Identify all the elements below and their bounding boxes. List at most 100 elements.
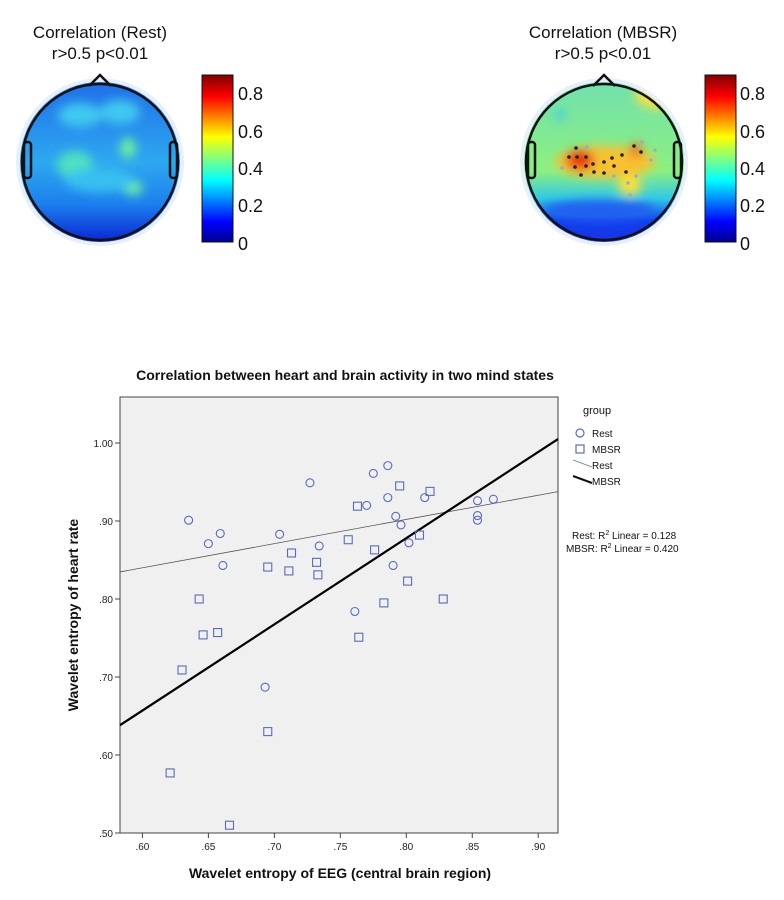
x-tick-label: .70 bbox=[267, 842, 281, 853]
point-mbsr bbox=[194, 594, 204, 604]
topomap-rest-title-text: Correlation (Rest) bbox=[32, 23, 168, 42]
y-tick-label: 1.00 bbox=[94, 439, 114, 450]
data-points bbox=[165, 461, 498, 830]
point-rest bbox=[215, 528, 225, 539]
point-mbsr bbox=[414, 530, 425, 540]
point-mbsr bbox=[395, 481, 405, 491]
y-tick-label: .60 bbox=[99, 751, 113, 762]
topomap-rest: 0.8 0.6 0.4 0.2 0 bbox=[16, 73, 263, 254]
legend-label: MBSR bbox=[592, 445, 621, 456]
point-mbsr bbox=[313, 570, 323, 580]
point-mbsr bbox=[263, 727, 273, 737]
topomap-mbsr-title: Correlation (MBSR) r>0.5 p<0.01 bbox=[483, 22, 723, 64]
point-mbsr bbox=[312, 557, 322, 567]
right-ear-icon bbox=[168, 140, 179, 180]
point-rest bbox=[396, 520, 406, 530]
r2-sup: 2 bbox=[605, 530, 609, 537]
point-rest bbox=[391, 511, 401, 521]
nose-icon bbox=[592, 73, 616, 87]
point-rest bbox=[218, 560, 228, 571]
point-mbsr bbox=[370, 545, 380, 555]
right-ear-icon bbox=[672, 140, 683, 180]
y-axis: .50 .60 .70 .80 .90 1.00 bbox=[94, 439, 120, 840]
point-mbsr bbox=[403, 576, 413, 586]
colorbar-mbsr bbox=[704, 74, 737, 243]
y-tick-label: .80 bbox=[99, 595, 113, 606]
point-rest bbox=[314, 541, 324, 551]
x-tick-label: .80 bbox=[399, 842, 413, 853]
point-rest bbox=[383, 493, 393, 503]
point-mbsr bbox=[224, 820, 235, 830]
colorbar-tick: 0.8 bbox=[740, 84, 765, 104]
colorbar-rest bbox=[201, 74, 234, 243]
y-axis-label: Wavelet entropy of heart rate bbox=[65, 519, 81, 712]
x-axis-label: Wavelet entropy of EEG (central brain re… bbox=[189, 865, 491, 881]
colorbar-tick: 0.4 bbox=[740, 159, 765, 179]
point-rest bbox=[472, 496, 483, 506]
legend-label: MBSR bbox=[592, 477, 621, 488]
x-tick-label: .90 bbox=[531, 842, 545, 853]
topomap-mbsr: 0.8 0.6 0.4 0.2 0 bbox=[520, 73, 765, 254]
point-mbsr bbox=[284, 566, 294, 576]
chart-title: Correlation between heart and brain acti… bbox=[136, 367, 554, 383]
legend-mbsr-line-icon bbox=[572, 475, 593, 484]
fit-lines bbox=[119, 438, 559, 727]
point-mbsr bbox=[379, 598, 389, 608]
plot-area bbox=[119, 396, 559, 834]
point-mbsr bbox=[438, 594, 448, 604]
fit-line-rest bbox=[119, 491, 559, 573]
r2-value: Linear = 0.420 bbox=[612, 544, 679, 555]
point-mbsr bbox=[352, 501, 363, 511]
x-tick-label: .65 bbox=[201, 842, 215, 853]
r2-label: MBSR: R bbox=[566, 544, 608, 555]
left-ear-icon bbox=[22, 140, 33, 180]
point-mbsr bbox=[425, 486, 435, 496]
point-rest bbox=[305, 478, 315, 488]
point-rest bbox=[420, 493, 430, 503]
point-rest bbox=[472, 511, 483, 521]
y-tick-label: .70 bbox=[99, 673, 113, 684]
point-rest bbox=[362, 500, 372, 510]
point-rest bbox=[275, 529, 285, 539]
legend-label: Rest bbox=[592, 461, 613, 472]
point-rest bbox=[184, 515, 194, 525]
colorbar-tick: 0.4 bbox=[238, 159, 263, 179]
colorbar-tick: 0 bbox=[238, 234, 248, 254]
point-mbsr bbox=[165, 768, 175, 778]
topomap-mbsr-subtitle: r>0.5 p<0.01 bbox=[554, 44, 652, 63]
legend-circle-icon bbox=[575, 428, 585, 438]
point-mbsr bbox=[263, 562, 273, 572]
point-rest bbox=[388, 560, 398, 571]
point-mbsr bbox=[354, 632, 364, 642]
topomap-mbsr-title-text: Correlation (MBSR) bbox=[528, 23, 678, 42]
point-mbsr bbox=[343, 535, 353, 545]
colorbar-tick: 0.2 bbox=[740, 196, 765, 216]
point-rest bbox=[350, 606, 360, 617]
y-tick-label: .50 bbox=[99, 829, 113, 840]
point-mbsr bbox=[177, 665, 187, 675]
legend-square-icon bbox=[575, 444, 585, 454]
legend-title: group bbox=[583, 405, 611, 417]
point-rest bbox=[203, 539, 213, 549]
topomap-rest-title: Correlation (Rest) r>0.5 p<0.01 bbox=[0, 22, 220, 64]
point-mbsr bbox=[286, 548, 297, 558]
r2-value: Linear = 0.128 bbox=[609, 531, 676, 542]
colorbar-tick: 0 bbox=[740, 234, 750, 254]
point-rest bbox=[383, 461, 393, 471]
fit-line-mbsr bbox=[119, 438, 559, 727]
x-axis: .60 .65 .70 .75 .80 .85 .90 bbox=[135, 833, 546, 853]
legend-rest-line-icon bbox=[572, 459, 593, 468]
other-electrodes bbox=[560, 140, 657, 197]
colorbar-tick: 0.6 bbox=[238, 122, 263, 142]
topomap-rest-subtitle: r>0.5 p<0.01 bbox=[51, 44, 149, 63]
point-rest bbox=[368, 468, 378, 478]
scatter-chart: Correlation between heart and brain acti… bbox=[65, 367, 679, 881]
point-mbsr bbox=[198, 630, 208, 640]
r2-label: Rest: R bbox=[572, 531, 605, 542]
point-rest bbox=[472, 515, 483, 525]
colorbar-tick: 0.8 bbox=[238, 84, 263, 104]
x-tick-label: .60 bbox=[135, 842, 149, 853]
left-ear-icon bbox=[526, 140, 537, 180]
r2-rest: Rest: R2 Linear = 0.128 bbox=[572, 530, 677, 542]
